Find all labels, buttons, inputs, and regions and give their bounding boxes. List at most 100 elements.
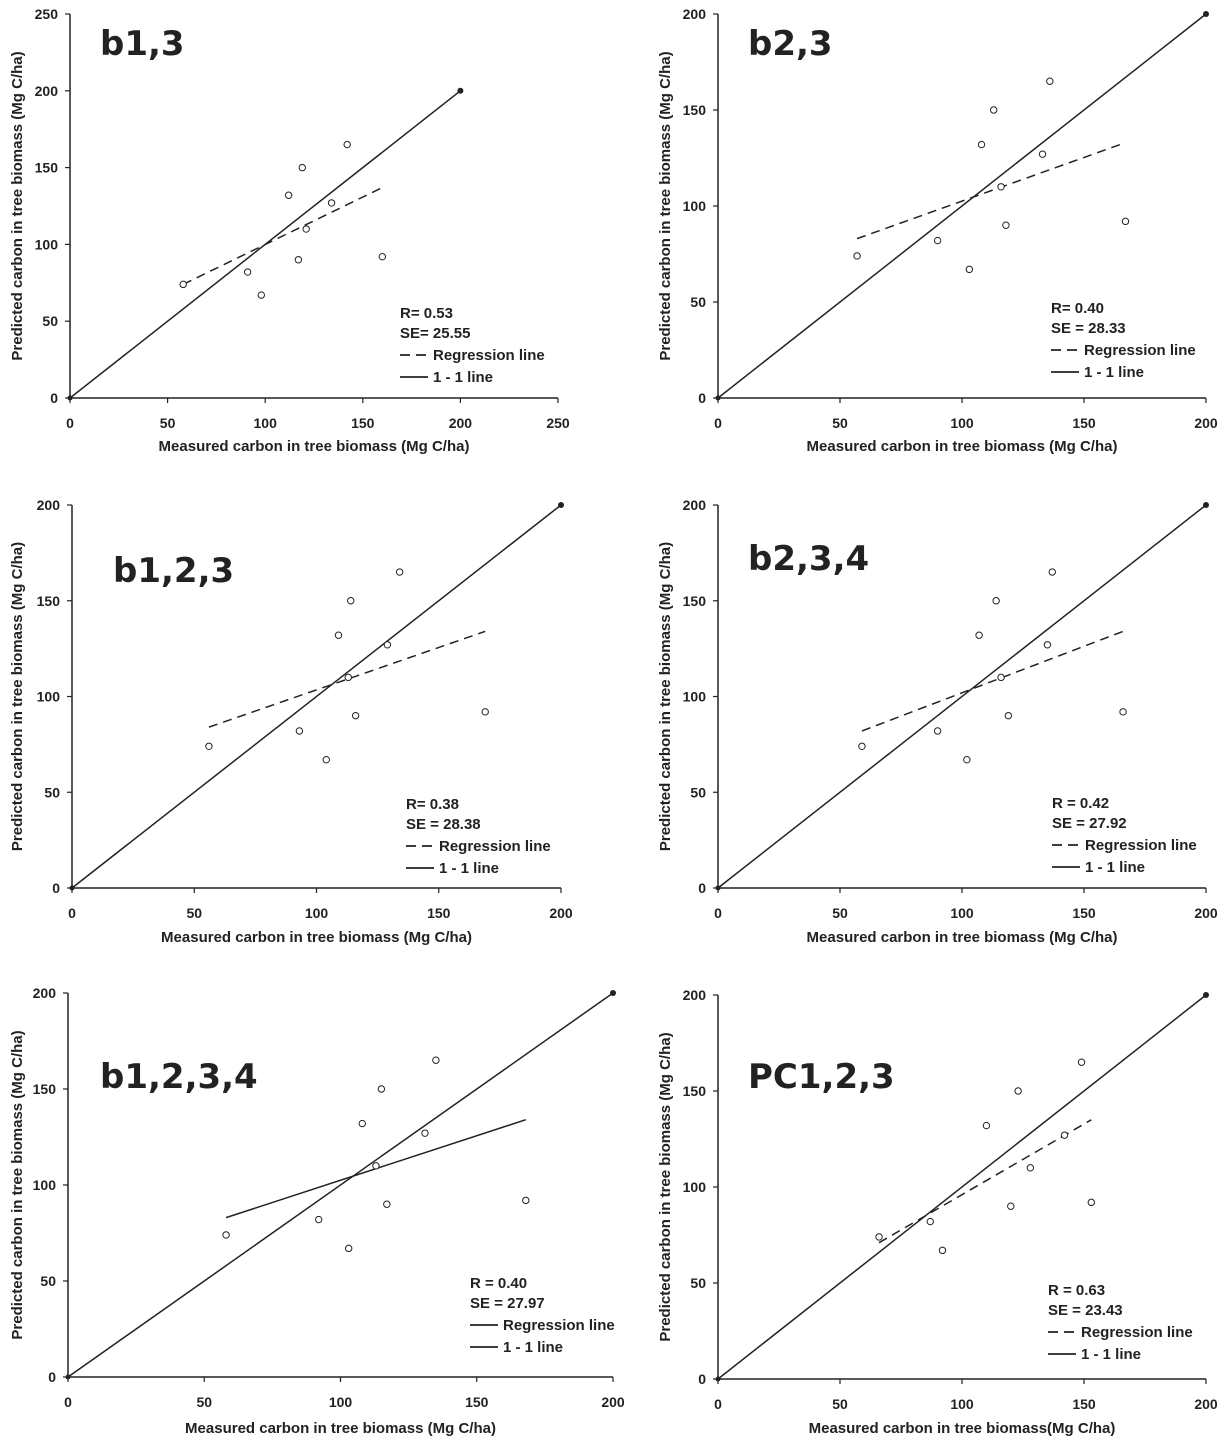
- x-tick-label: 200: [1194, 905, 1218, 921]
- data-point: [294, 256, 303, 264]
- panel-title: b1,3: [100, 24, 185, 64]
- data-point: [334, 631, 343, 639]
- x-axis-label: Measured carbon in tree biomass (Mg C/ha…: [807, 929, 1118, 946]
- stat-label: SE = 23.43: [1048, 1302, 1123, 1319]
- x-tick-label: 50: [186, 905, 202, 921]
- y-tick-label: 150: [37, 593, 61, 609]
- data-point: [298, 163, 306, 172]
- data-point: [421, 1129, 429, 1137]
- y-tick-label: 50: [690, 294, 706, 310]
- data-point: [1002, 221, 1010, 229]
- x-tick-label: 0: [66, 415, 74, 431]
- data-point: [982, 1121, 991, 1130]
- data-point: [179, 280, 187, 289]
- legend-label: Regression line: [433, 347, 545, 364]
- y-axis-label: Predicted carbon in tree biomass (Mg C/h…: [657, 542, 674, 851]
- data-point: [284, 191, 293, 199]
- legend-label: 1 - 1 line: [503, 1339, 563, 1356]
- y-axis-label: Predicted carbon in tree biomass (Mg C/h…: [657, 1032, 674, 1341]
- data-point: [1048, 568, 1056, 576]
- legend-label: Regression line: [1084, 342, 1196, 359]
- stat-label: SE = 28.33: [1051, 320, 1126, 337]
- y-tick-label: 0: [50, 390, 58, 406]
- one-to-one-endpoint: [1203, 992, 1209, 998]
- x-tick-label: 200: [549, 905, 573, 921]
- data-point: [990, 106, 998, 114]
- data-point: [372, 1162, 380, 1170]
- x-axis-label: Measured carbon in tree biomass (Mg C/ha…: [807, 438, 1118, 455]
- x-tick-label: 150: [465, 1394, 489, 1410]
- data-point: [347, 597, 355, 605]
- y-tick-label: 200: [683, 6, 707, 22]
- data-point: [432, 1056, 440, 1064]
- legend-label: 1 - 1 line: [1081, 1346, 1141, 1363]
- data-point: [965, 265, 974, 274]
- one-to-one-endpoint: [610, 990, 616, 996]
- one-to-one-endpoint: [558, 502, 564, 508]
- x-tick-label: 100: [329, 1394, 353, 1410]
- one-to-one-origin: [715, 1376, 721, 1382]
- y-axis-label: Predicted carbon in tree biomass (Mg C/h…: [657, 51, 674, 360]
- stat-label: SE = 28.38: [406, 816, 481, 833]
- x-tick-label: 250: [546, 415, 570, 431]
- x-tick-label: 50: [196, 1394, 212, 1410]
- data-point: [302, 225, 310, 233]
- data-point: [1014, 1087, 1022, 1095]
- legend-label: 1 - 1 line: [439, 860, 499, 877]
- legend-label: Regression line: [1081, 1324, 1193, 1341]
- x-tick-label: 150: [427, 905, 451, 921]
- y-tick-label: 0: [698, 1371, 706, 1387]
- one-to-one-line: [67, 992, 614, 1378]
- y-tick-label: 100: [683, 1179, 707, 1195]
- x-axis-label: Measured carbon in tree biomass (Mg C/ha…: [159, 438, 470, 455]
- data-point: [963, 755, 971, 764]
- x-tick-label: 100: [950, 415, 974, 431]
- x-tick-label: 50: [832, 1396, 848, 1412]
- regression-line: [861, 630, 1124, 732]
- y-tick-label: 50: [44, 784, 60, 800]
- regression-line: [208, 630, 486, 728]
- one-to-one-origin: [65, 1374, 71, 1380]
- x-tick-label: 0: [714, 1396, 722, 1412]
- legend-label: 1 - 1 line: [1084, 364, 1144, 381]
- one-to-one-endpoint: [1203, 502, 1209, 508]
- one-to-one-line: [71, 504, 562, 889]
- x-axis-label: Measured carbon in tree biomass(Mg C/ha): [809, 1420, 1116, 1437]
- one-to-one-endpoint: [1203, 11, 1209, 17]
- panel-title: b2,3,4: [748, 539, 869, 579]
- y-tick-label: 50: [42, 313, 58, 329]
- data-point: [222, 1231, 230, 1239]
- x-tick-label: 100: [254, 415, 278, 431]
- x-tick-label: 50: [832, 905, 848, 921]
- y-tick-label: 200: [33, 985, 57, 1001]
- x-tick-label: 150: [351, 415, 375, 431]
- y-tick-label: 200: [683, 987, 707, 1003]
- data-point: [351, 711, 360, 720]
- data-point: [243, 268, 252, 276]
- legend-label: 1 - 1 line: [433, 369, 493, 386]
- y-tick-label: 50: [690, 1275, 706, 1291]
- data-point: [1077, 1058, 1086, 1066]
- data-point: [1004, 711, 1013, 720]
- chart-panel-6: 0 50 100 150 200 0 50 100 150 200 Measured carbon …: [657, 987, 1218, 1437]
- one-to-one-origin: [715, 885, 721, 891]
- x-axis-label: Measured carbon in tree biomass (Mg C/ha…: [185, 1420, 496, 1437]
- data-point: [992, 597, 1000, 605]
- x-tick-label: 200: [1194, 415, 1218, 431]
- data-point: [481, 708, 489, 716]
- data-point: [1121, 217, 1130, 226]
- data-point: [377, 1085, 386, 1093]
- x-tick-label: 150: [1072, 1396, 1096, 1412]
- y-tick-label: 150: [683, 1083, 707, 1099]
- regression-line: [182, 186, 383, 286]
- x-tick-label: 200: [601, 1394, 625, 1410]
- data-point: [1007, 1202, 1015, 1210]
- y-axis-label: Predicted carbon in tree biomass (Mg C/h…: [9, 1030, 26, 1339]
- panel-title: b1,2,3,4: [100, 1057, 258, 1097]
- regression-line: [878, 1119, 1092, 1244]
- data-point: [975, 631, 983, 639]
- data-point: [997, 673, 1005, 682]
- data-point: [344, 1244, 353, 1253]
- one-to-one-line: [717, 504, 1207, 889]
- data-point: [322, 755, 330, 764]
